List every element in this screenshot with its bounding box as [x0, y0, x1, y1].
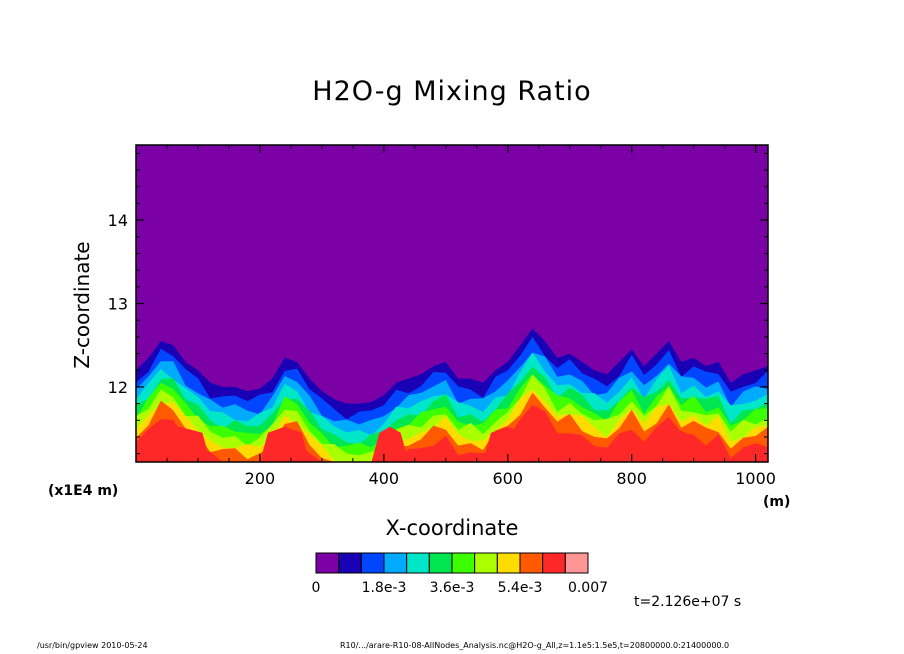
y-tick-label: 12 — [108, 378, 128, 397]
colorbar-swatch — [383, 552, 408, 574]
x-tick-label: 800 — [616, 469, 647, 488]
colorbar-swatch — [315, 552, 340, 574]
colorbar-swatch — [519, 552, 544, 574]
colorbar-swatch — [564, 552, 589, 574]
colorbar-tick-label: 5.4e-3 — [498, 580, 543, 596]
colorbar-swatch — [338, 552, 362, 574]
colorbar-tick-label: 0.007 — [568, 580, 608, 596]
colorbar-tick-label: 0 — [312, 580, 321, 596]
colorbar-swatch — [360, 552, 385, 574]
colorbar: 0 1.8e-3 3.6e-3 5.4e-3 0.007 — [312, 552, 608, 596]
colorbar-swatch — [451, 552, 476, 574]
contour-patch-2 — [371, 426, 409, 462]
footer-right: R10/.../arare-R10-08-AllNodes_Analysis.n… — [340, 641, 730, 650]
x-scale-label: (x1E4 m) — [48, 483, 119, 499]
colorbar-swatch — [428, 552, 453, 574]
colorbar-swatch — [542, 552, 566, 574]
colorbar-swatch — [406, 552, 430, 574]
y-tick-label: 13 — [108, 295, 128, 314]
chart-title: H2O-g Mixing Ratio — [312, 76, 592, 107]
colorbar-swatch — [474, 552, 498, 574]
contour-patch-1 — [259, 426, 310, 462]
contour-patch-3 — [482, 426, 533, 462]
x-tick-label: 600 — [492, 469, 523, 488]
colorbar-tick-label: 3.6e-3 — [430, 580, 475, 596]
contour-layers — [136, 145, 768, 462]
y-tick-label: 14 — [108, 211, 128, 230]
contour-patch-4 — [644, 426, 694, 462]
time-label: t=2.126e+07 s — [634, 594, 742, 610]
colorbar-tick-label: 1.8e-3 — [362, 580, 407, 596]
x-axis-label: X-coordinate — [385, 516, 519, 540]
x-tick-label: 400 — [369, 469, 400, 488]
contour-patch-0 — [148, 426, 211, 462]
footer-left: /usr/bin/gpview 2010-05-24 — [37, 641, 148, 650]
colorbar-swatch — [496, 552, 521, 574]
x-tick-label: 200 — [245, 469, 276, 488]
axis-ticks: 200 400 600 800 1000 12 13 14 — [108, 145, 776, 488]
x-unit-label: (m) — [763, 494, 791, 510]
x-tick-label: 1000 — [735, 469, 776, 488]
